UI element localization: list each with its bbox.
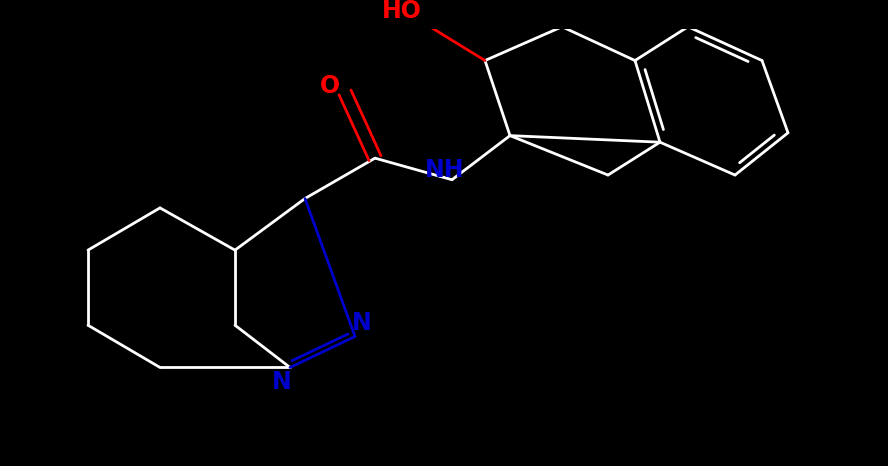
Text: N: N — [272, 370, 292, 393]
Text: N: N — [353, 311, 372, 336]
Text: HO: HO — [382, 0, 422, 23]
Text: O: O — [320, 74, 340, 98]
Text: NH: NH — [425, 158, 464, 182]
